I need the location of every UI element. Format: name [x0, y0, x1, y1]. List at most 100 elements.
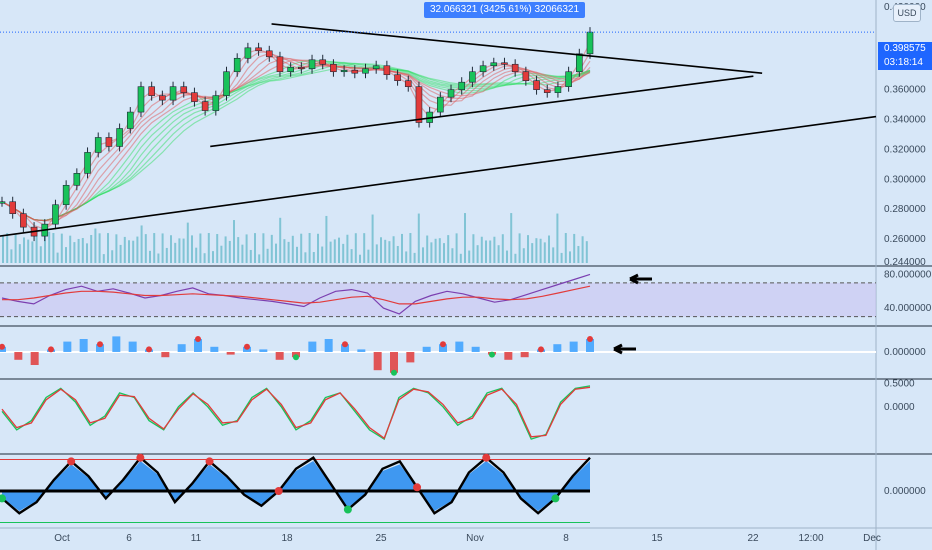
- candle-body: [9, 201, 16, 214]
- macd-histogram-bar: [112, 336, 121, 352]
- candle-body: [94, 137, 102, 153]
- volume-bar: [388, 241, 391, 263]
- candle-body: [319, 59, 327, 65]
- volume-bar: [107, 233, 109, 263]
- volume-bar: [157, 253, 160, 263]
- volume-bar: [363, 233, 366, 263]
- volume-bar: [518, 233, 521, 263]
- macd-histogram-bar: [471, 346, 480, 352]
- candle-body: [0, 201, 6, 204]
- oscillator-pivot-dot: [67, 457, 76, 466]
- volume-bar: [23, 237, 25, 263]
- volume-bar: [27, 239, 30, 263]
- macd-cross-dot: [489, 351, 495, 358]
- macd-histogram-bar: [259, 349, 268, 352]
- volume-bar: [350, 249, 353, 263]
- macd-histogram-bar: [96, 344, 104, 352]
- macd-cross-dot: [195, 336, 201, 342]
- volume-bar: [510, 213, 513, 263]
- volume-bar: [207, 233, 210, 263]
- candle-body: [479, 65, 487, 73]
- volume-bar: [233, 220, 235, 263]
- candle-body: [351, 69, 359, 74]
- y-tick-label: 0.260000: [884, 234, 926, 245]
- macd-histogram-bar: [390, 352, 398, 373]
- volume-bar: [199, 233, 202, 263]
- x-tick-label: 22: [747, 533, 759, 544]
- volume-bar: [321, 246, 324, 263]
- candle-body: [554, 86, 562, 93]
- volume-bar: [262, 233, 265, 263]
- volume-bar: [111, 250, 114, 263]
- y-tick-label: 0.300000: [884, 174, 926, 185]
- macd-histogram-bar: [210, 346, 219, 352]
- rsi-line: [2, 285, 591, 305]
- volume-bar: [102, 254, 105, 263]
- candle-body: [533, 80, 540, 90]
- candle-body: [73, 173, 81, 186]
- ma-ribbon-line: [1, 61, 591, 222]
- volume-bar: [485, 240, 487, 263]
- volume-bar: [522, 248, 525, 263]
- trendline: [210, 75, 754, 148]
- candle-body: [148, 86, 155, 96]
- currency-tag[interactable]: USD: [893, 4, 921, 22]
- volume-bar: [98, 233, 101, 263]
- ma-ribbon-line: [1, 58, 591, 222]
- macd-histogram-bar: [373, 352, 382, 371]
- volume-bar: [119, 244, 122, 263]
- bar-countdown: 03:18:14: [884, 57, 923, 68]
- oscillator-pivot-dot: [343, 505, 352, 514]
- volume-bar: [136, 236, 139, 263]
- macd-histogram-bar: [357, 349, 366, 352]
- volume-bar: [165, 247, 168, 263]
- candle-body: [362, 68, 369, 74]
- volume-bar: [451, 248, 454, 263]
- candle-body: [565, 71, 572, 87]
- x-tick-label: Nov: [466, 533, 484, 544]
- oscillator-pivot-dot: [0, 494, 6, 503]
- volume-bar: [317, 233, 319, 263]
- volume-bar: [354, 233, 357, 263]
- macd-cross-dot: [146, 346, 152, 353]
- volume-bar: [422, 247, 424, 263]
- candle-body: [586, 31, 594, 55]
- macd-cross-dot: [293, 354, 299, 361]
- volume-bar: [60, 233, 63, 263]
- oscillator-pivot-dot: [551, 494, 560, 503]
- volume-bar: [296, 246, 298, 263]
- trendline: [0, 115, 877, 237]
- y-tick-label: 80.000000: [884, 269, 932, 280]
- candle-body: [20, 213, 27, 228]
- volume-bar: [312, 252, 315, 263]
- macd-cross-dot: [342, 341, 348, 348]
- volume-bar: [128, 240, 130, 263]
- macd-histogram-bar: [30, 352, 39, 365]
- macd-cross-dot: [587, 336, 593, 342]
- volume-bar: [203, 253, 206, 263]
- macd-histogram-bar: [275, 352, 284, 360]
- y-tick-label: 0.000000: [884, 486, 926, 497]
- y-tick-label: 0.340000: [884, 115, 926, 126]
- macd-histogram-bar: [14, 352, 23, 360]
- volume-bar: [94, 228, 97, 263]
- volume-bar: [497, 245, 500, 263]
- volume-bar: [132, 240, 135, 263]
- volume-bar: [430, 242, 433, 263]
- volume-bar: [56, 252, 59, 263]
- volume-bar: [73, 242, 76, 263]
- volume-bar: [216, 234, 219, 263]
- volume-bar: [283, 239, 286, 263]
- macd-histogram-bar: [194, 339, 202, 352]
- volume-bar: [44, 233, 46, 263]
- volume-bar: [438, 238, 441, 263]
- x-tick-label: 6: [126, 533, 132, 544]
- macd-cross-dot: [0, 343, 5, 350]
- volume-bar: [182, 238, 185, 263]
- macd-histogram-bar: [341, 344, 349, 352]
- last-price-label: 0.398575 03:18:14: [878, 42, 932, 70]
- volume-bar: [266, 248, 269, 263]
- volume-bar: [472, 234, 475, 263]
- y-tick-label: 0.5000: [884, 379, 915, 390]
